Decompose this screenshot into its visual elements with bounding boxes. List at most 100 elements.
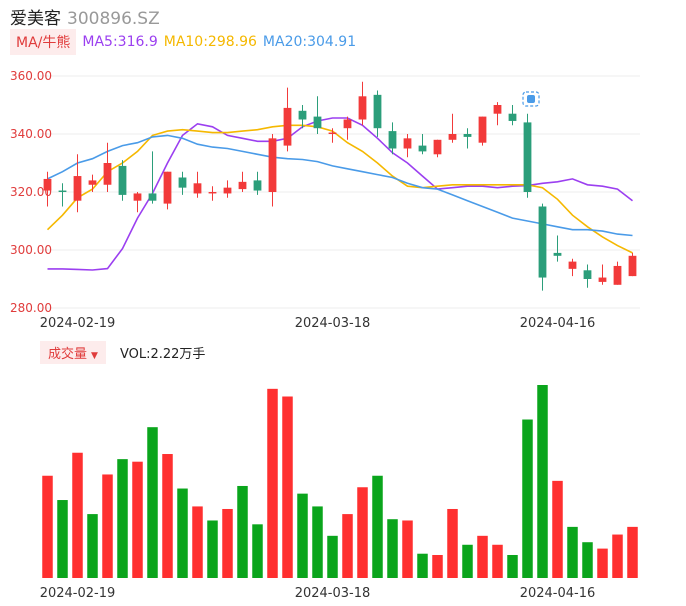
candle-body xyxy=(163,171,172,204)
volume-bar xyxy=(357,487,368,578)
candle-body xyxy=(193,183,202,194)
candle-body xyxy=(328,132,337,134)
y-tick-label: 300.00 xyxy=(10,243,52,257)
x-tick-label: 2024-03-18 xyxy=(295,586,371,601)
candle-body xyxy=(508,113,517,121)
volume-bar xyxy=(327,535,338,578)
candle-body xyxy=(523,122,532,192)
candle-body xyxy=(343,119,352,129)
volume-bar xyxy=(567,526,578,578)
candle-body xyxy=(223,187,232,194)
stock-code: 300896.SZ xyxy=(67,9,160,29)
candle-body xyxy=(403,138,412,149)
volume-bar xyxy=(492,544,503,578)
candle-body xyxy=(478,116,487,143)
volume-bar xyxy=(207,520,218,578)
ma-indicator-bar: MA/牛熊 MA5:316.9 MA10:298.96 MA20:304.91 xyxy=(10,29,362,55)
volume-bar xyxy=(387,519,398,578)
ma5-value: MA5:316.9 xyxy=(82,34,158,50)
candle-body xyxy=(73,176,82,201)
volume-bar xyxy=(342,514,353,578)
moving-average-lines xyxy=(46,117,633,271)
candle-body xyxy=(553,252,562,256)
volume-x-axis: 2024-02-19 2024-03-18 2024-04-16 xyxy=(40,586,596,601)
candle-body xyxy=(298,110,307,120)
candle-body xyxy=(283,107,292,146)
y-tick-label: 360.00 xyxy=(10,69,52,83)
candle-body xyxy=(433,139,442,155)
candle-body xyxy=(268,138,277,192)
candle-body xyxy=(133,193,142,201)
volume-bar xyxy=(432,554,443,578)
volume-bar xyxy=(477,535,488,578)
volume-bar xyxy=(402,520,413,578)
volume-bar xyxy=(117,459,128,578)
volume-bar xyxy=(252,524,263,578)
ma20-value: MA20:304.91 xyxy=(262,34,357,50)
volume-bar xyxy=(132,461,143,578)
price-y-axis: 360.00 340.00 320.00 300.00 280.00 xyxy=(10,69,52,315)
volume-bar xyxy=(627,526,638,578)
volume-bar xyxy=(612,534,623,578)
latest-marker-icon[interactable] xyxy=(522,91,540,107)
volume-bar xyxy=(372,475,383,578)
volume-bar xyxy=(507,554,518,578)
volume-bar xyxy=(267,388,278,578)
candle-body xyxy=(583,270,592,279)
volume-bar xyxy=(222,508,233,578)
candle-body xyxy=(538,206,547,278)
stock-name: 爱美客 xyxy=(10,9,61,29)
price-x-axis: 2024-02-19 2024-03-18 2024-04-16 xyxy=(40,316,596,331)
candle-body xyxy=(493,105,502,114)
x-tick-label: 2024-03-18 xyxy=(295,316,371,331)
y-tick-label: 320.00 xyxy=(10,185,52,199)
volume-bar xyxy=(192,506,203,578)
volume-bar xyxy=(282,396,293,578)
candle-body xyxy=(388,131,397,149)
volume-bar xyxy=(177,488,188,578)
candle-body xyxy=(58,190,67,192)
volume-bar xyxy=(87,514,98,578)
volume-indicator-bar: 成交量 ▼ VOL:2.22万手 xyxy=(40,340,205,364)
volume-bar xyxy=(312,506,323,578)
candle-body xyxy=(628,255,637,277)
volume-bar xyxy=(42,475,53,578)
candle-body xyxy=(148,193,157,201)
y-tick-label: 280.00 xyxy=(10,301,52,315)
candle-body xyxy=(568,261,577,269)
volume-bars xyxy=(42,385,638,578)
candle-body xyxy=(448,134,457,140)
volume-bar xyxy=(297,493,308,578)
candle-body xyxy=(103,163,112,185)
ma5-line xyxy=(47,117,633,271)
volume-bar xyxy=(582,542,593,578)
candle-body xyxy=(418,145,427,152)
volume-bar xyxy=(597,548,608,578)
volume-bar xyxy=(447,508,458,578)
candle-body xyxy=(358,96,367,120)
ma10-value: MA10:298.96 xyxy=(163,34,257,50)
candle-body xyxy=(43,178,52,191)
candle-body xyxy=(373,94,382,129)
candle-body xyxy=(208,192,217,194)
y-tick-label: 340.00 xyxy=(10,127,52,141)
ma20-line xyxy=(47,134,633,237)
price-grid xyxy=(40,75,640,309)
ma-selector-button[interactable]: MA/牛熊 xyxy=(10,29,77,55)
candle-body xyxy=(118,165,127,195)
candle-body xyxy=(178,177,187,188)
stock-header: 爱美客 300896.SZ xyxy=(10,4,160,29)
candlesticks xyxy=(43,81,637,291)
candle-body xyxy=(598,277,607,282)
x-tick-label: 2024-04-16 xyxy=(520,586,596,601)
candle-body xyxy=(463,134,472,137)
volume-selector-button[interactable]: 成交量 ▼ xyxy=(40,340,106,364)
volume-bar xyxy=(72,452,83,578)
volume-bar xyxy=(237,485,248,578)
candle-body xyxy=(613,265,622,285)
volume-bar xyxy=(462,544,473,578)
x-tick-label: 2024-04-16 xyxy=(520,316,596,331)
volume-bar xyxy=(57,500,68,578)
dropdown-arrow-icon: ▼ xyxy=(91,350,98,361)
